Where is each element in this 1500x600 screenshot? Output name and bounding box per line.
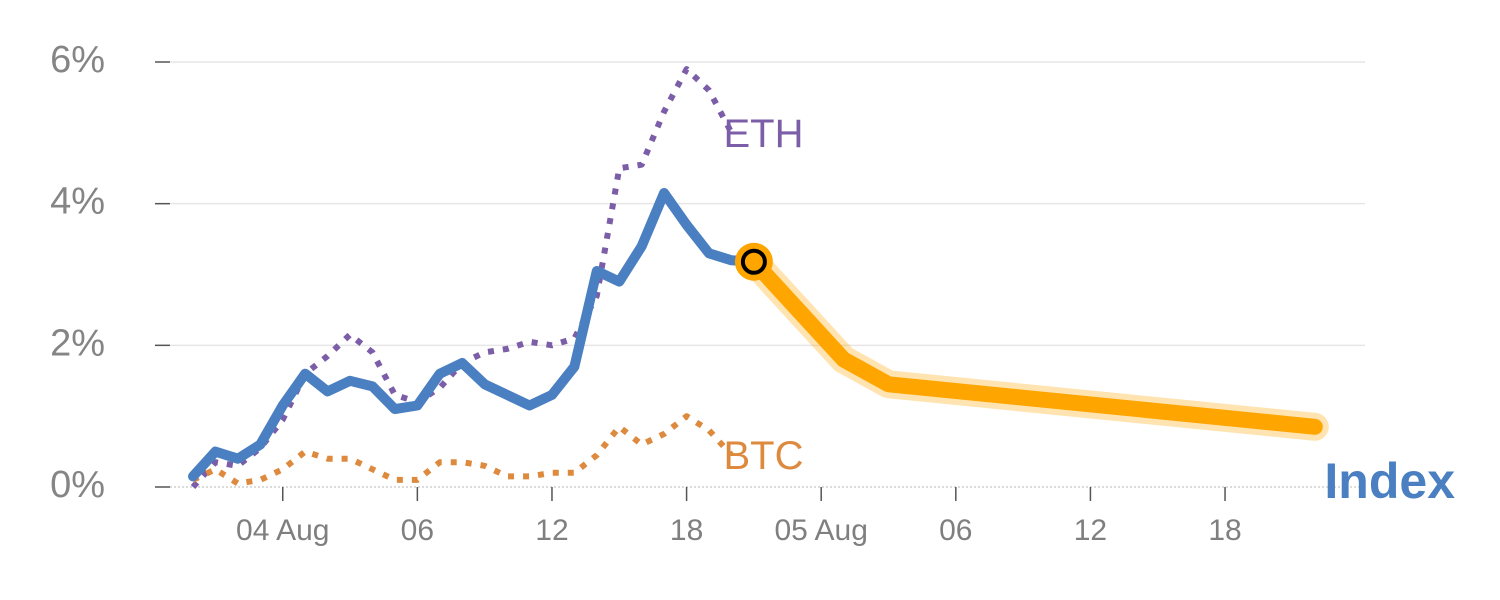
series-line-index [188,188,759,482]
x-tick-label: 18 [670,514,703,547]
x-tick-label: 06 [939,514,972,547]
current-value-marker-ring [740,248,767,275]
x-tick-label: 04 Aug [236,514,329,547]
y-axis: 0% 2% 4% 6% [50,39,170,506]
current-value-marker-outer [734,242,773,281]
series-label-index: Index [1324,453,1455,509]
x-axis: 04 Aug 06 12 18 05 Aug 06 12 18 [236,487,1242,547]
series-label-eth: ETH [723,112,803,156]
x-tick-label: 05 Aug [774,514,867,547]
series-labels: ETH BTC Index [723,112,1455,509]
x-tick-label: 12 [535,514,568,547]
y-tick-label: 2% [50,322,105,364]
gridlines [170,61,1365,488]
series-label-btc: BTC [723,434,803,478]
projection-line [745,253,1323,435]
x-tick-label: 18 [1208,514,1241,547]
y-tick-label: 6% [50,39,105,81]
y-tick-label: 0% [50,464,105,506]
series-lines [188,66,1329,490]
x-tick-label: 06 [401,514,434,547]
x-tick-label: 12 [1074,514,1107,547]
y-tick-label: 4% [50,181,105,223]
